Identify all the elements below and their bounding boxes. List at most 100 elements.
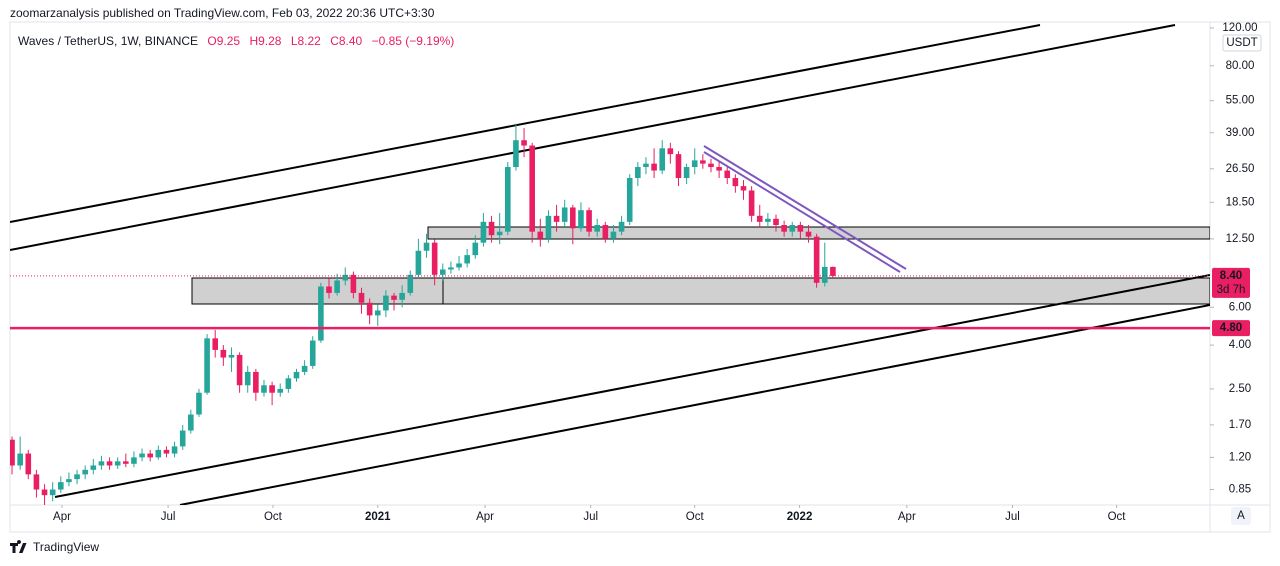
- auto-scale-label[interactable]: A: [1237, 510, 1245, 522]
- candle-body: [773, 218, 779, 226]
- candle-body: [805, 231, 812, 237]
- candle-body: [285, 378, 292, 389]
- candle-body: [342, 274, 349, 281]
- x-tick-label: 2022: [787, 511, 813, 523]
- candle-body: [765, 218, 771, 222]
- level-label: 4.80: [1220, 322, 1242, 334]
- candle-body: [602, 225, 609, 239]
- x-tick-label: Jul: [161, 511, 176, 523]
- candle-body: [830, 266, 836, 276]
- channel-top-line: [10, 24, 1041, 223]
- candle-body: [821, 266, 828, 283]
- candle-body: [33, 474, 40, 490]
- candle-body: [358, 292, 365, 303]
- candle-body: [106, 461, 113, 466]
- candle-body: [196, 392, 202, 415]
- candle-body: [163, 449, 170, 454]
- brand: TradingView: [33, 540, 99, 554]
- candle-body: [309, 340, 316, 366]
- candle-body: [212, 338, 219, 350]
- y-tick-label: 6.00: [1229, 301, 1251, 313]
- ohlc-high: H9.28: [249, 34, 281, 48]
- candle-body: [472, 242, 479, 256]
- candle-body: [10, 439, 15, 466]
- candle-body: [586, 210, 592, 232]
- candle-body: [383, 295, 389, 311]
- candle-body: [521, 140, 527, 146]
- channel-bottom-line: [179, 304, 1210, 505]
- candle-body: [277, 388, 284, 393]
- trend-line: [703, 145, 907, 270]
- change: −0.85 (−9.19%): [372, 34, 455, 48]
- candle-body: [269, 385, 275, 393]
- candle-body: [139, 453, 145, 458]
- y-tick-label: 55.00: [1226, 95, 1255, 107]
- drawings: [10, 24, 1210, 505]
- candle-body: [25, 453, 32, 475]
- y-tick-label: 0.85: [1229, 484, 1251, 496]
- candle-body: [326, 286, 332, 293]
- channel-top-line: [10, 24, 1176, 251]
- candle-body: [147, 453, 153, 458]
- candle-body: [204, 338, 210, 393]
- candle-body: [236, 354, 243, 386]
- x-tick-label: Apr: [476, 511, 494, 523]
- candle-body: [407, 274, 414, 293]
- candle-body: [732, 178, 739, 187]
- candle-body: [17, 453, 23, 466]
- last-price-label: 8.40: [1220, 270, 1242, 282]
- y-tick-label: 1.20: [1229, 451, 1251, 463]
- candle-body: [171, 446, 178, 454]
- candle-body: [813, 236, 820, 283]
- x-tick-label: Apr: [53, 511, 71, 523]
- candle-body: [643, 163, 649, 168]
- candle-body: [179, 430, 186, 447]
- candle-body: [366, 302, 373, 316]
- candle-body: [49, 489, 56, 496]
- candle-body: [626, 178, 633, 222]
- candle-body: [350, 274, 357, 293]
- support-zone: [191, 277, 1210, 305]
- candle-body: [399, 292, 405, 300]
- candle-body: [659, 148, 666, 171]
- y-tick-label: 4.00: [1229, 339, 1251, 351]
- candle-body: [220, 349, 227, 358]
- ohlc-close: C8.40: [330, 34, 362, 48]
- candle-body: [66, 479, 72, 483]
- candle-body: [570, 207, 576, 229]
- candle-body: [610, 231, 617, 239]
- candle-body: [123, 461, 129, 464]
- candle-body: [448, 267, 454, 270]
- candle-body: [594, 225, 600, 232]
- last-price-box: [1212, 267, 1250, 298]
- y-tick-label: 120.00: [1222, 22, 1257, 34]
- candle-body: [635, 167, 641, 179]
- candle-body: [537, 231, 544, 239]
- candle-body: [480, 221, 487, 243]
- candle-body: [131, 457, 137, 464]
- candle-body: [374, 310, 381, 316]
- candle-body: [561, 207, 568, 222]
- candle-body: [651, 163, 657, 171]
- y-tick-label: 2.50: [1229, 383, 1251, 395]
- candle-body: [74, 474, 80, 480]
- countdown-label: 3d 7h: [1217, 284, 1246, 296]
- candle-body: [740, 186, 747, 191]
- symbol-legend: Waves / TetherUS, 1W, BINANCE O9.25 H9.2…: [18, 34, 454, 48]
- x-tick-label: Jul: [1005, 511, 1020, 523]
- candle-body: [708, 163, 714, 168]
- candle-body: [318, 286, 324, 341]
- candle-body: [57, 482, 64, 490]
- candle-body: [155, 449, 162, 458]
- auto-scale-button[interactable]: [1231, 507, 1251, 525]
- level-label-box: [1212, 320, 1250, 337]
- candle-body: [188, 414, 194, 431]
- candle-body: [456, 263, 462, 268]
- candle-body: [724, 170, 731, 179]
- x-tick-label: Oct: [1108, 511, 1127, 523]
- y-tick-label: 80.00: [1226, 60, 1255, 72]
- candle-body: [488, 221, 495, 236]
- ohlc-low: L8.22: [291, 34, 321, 48]
